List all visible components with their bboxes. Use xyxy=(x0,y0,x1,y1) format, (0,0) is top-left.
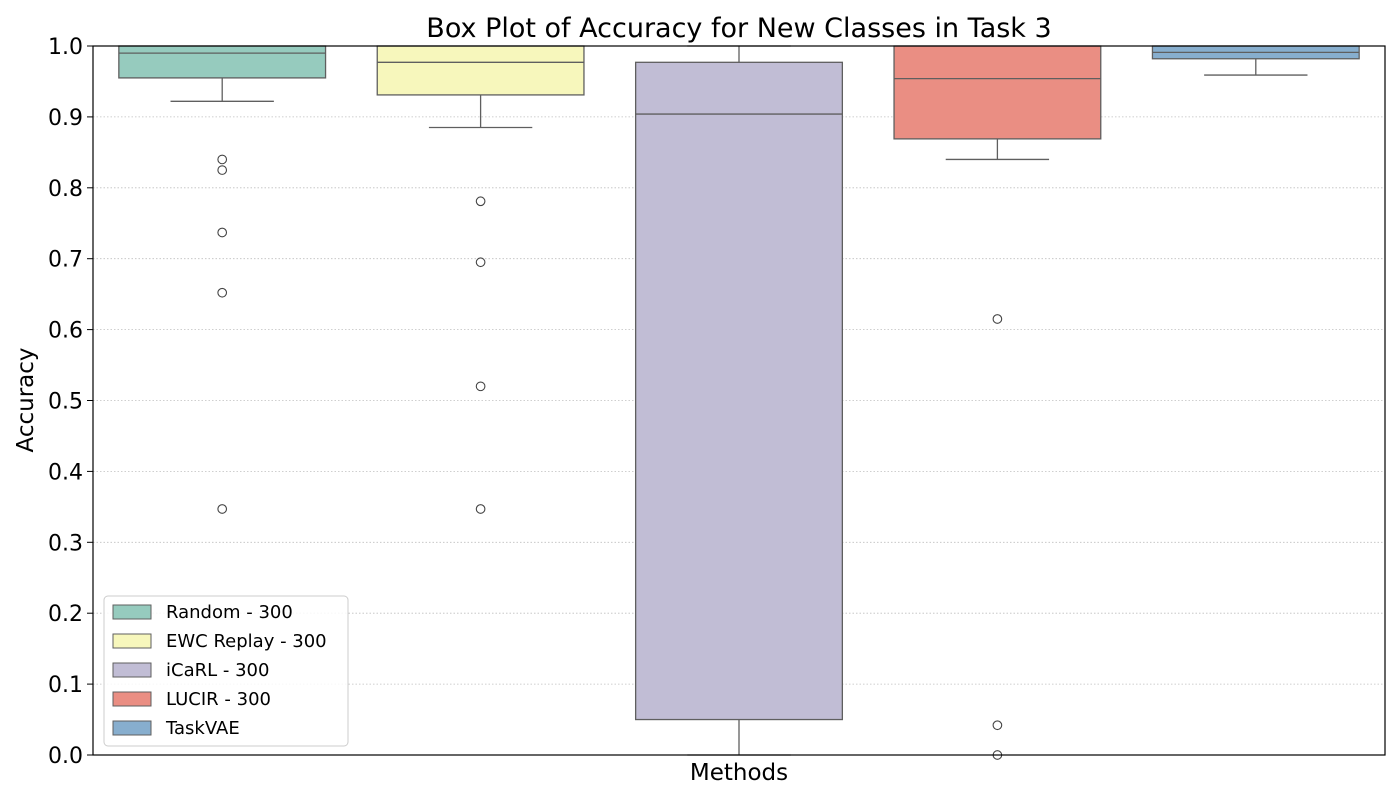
legend-label: iCaRL - 300 xyxy=(166,660,269,681)
box-0 xyxy=(118,45,327,514)
box-4 xyxy=(1151,45,1360,76)
legend-label: Random - 300 xyxy=(166,602,293,623)
box-iqr xyxy=(376,45,585,96)
y-tick-label: 0.8 xyxy=(48,177,83,202)
legend: Random - 300 EWC Replay - 300 iCaRL - 300 L… xyxy=(103,595,349,747)
outlier-point xyxy=(475,196,486,207)
y-tick-label: 0.2 xyxy=(48,602,83,627)
outlier-point xyxy=(217,165,228,175)
outlier-point xyxy=(217,154,228,165)
box-2 xyxy=(634,45,844,756)
y-tick-label: 0.7 xyxy=(48,248,83,273)
chart-title: Box Plot of Accuracy for New Classes in … xyxy=(426,13,1051,44)
outlier-point xyxy=(992,314,1003,324)
legend-swatch xyxy=(112,691,152,707)
outlier-point xyxy=(217,287,228,298)
y-tick-label: 1.0 xyxy=(48,35,83,60)
outlier-point xyxy=(475,257,486,268)
y-axis-label: Accuracy xyxy=(13,347,39,452)
legend-label: LUCIR - 300 xyxy=(166,689,271,710)
box-iqr xyxy=(634,61,844,721)
box-1 xyxy=(376,45,585,514)
outlier-point xyxy=(217,227,228,238)
legend-swatch xyxy=(112,720,152,736)
y-tick-label: 0.4 xyxy=(48,460,83,485)
outlier-point xyxy=(475,381,486,392)
box-3 xyxy=(893,45,1102,760)
legend-swatch xyxy=(112,633,152,649)
box-iqr xyxy=(893,45,1102,140)
legend-swatch xyxy=(112,662,152,678)
box-iqr xyxy=(118,45,327,79)
legend-label: TaskVAE xyxy=(165,718,240,739)
y-tick-label: 0.5 xyxy=(48,390,83,415)
outlier-point xyxy=(217,504,228,514)
outlier-point xyxy=(992,720,1003,731)
legend-label: EWC Replay - 300 xyxy=(166,631,327,652)
legend-frame xyxy=(103,595,349,747)
y-tick-label: 0.3 xyxy=(48,531,83,556)
y-tick-label: 0.6 xyxy=(48,319,83,344)
y-tick-label: 0.9 xyxy=(48,106,83,131)
x-axis-label: Methods xyxy=(690,760,788,786)
outlier-point xyxy=(475,504,486,514)
y-tick-label: 0.0 xyxy=(48,744,83,769)
legend-swatch xyxy=(112,604,152,620)
y-tick-label: 0.1 xyxy=(48,673,83,698)
y-axis-ticks: 0.0 0.1 0.2 0.3 0.4 0.5 0.6 0.7 0.8 0.9 1.0 xyxy=(48,35,93,769)
boxes-group xyxy=(118,45,1360,760)
